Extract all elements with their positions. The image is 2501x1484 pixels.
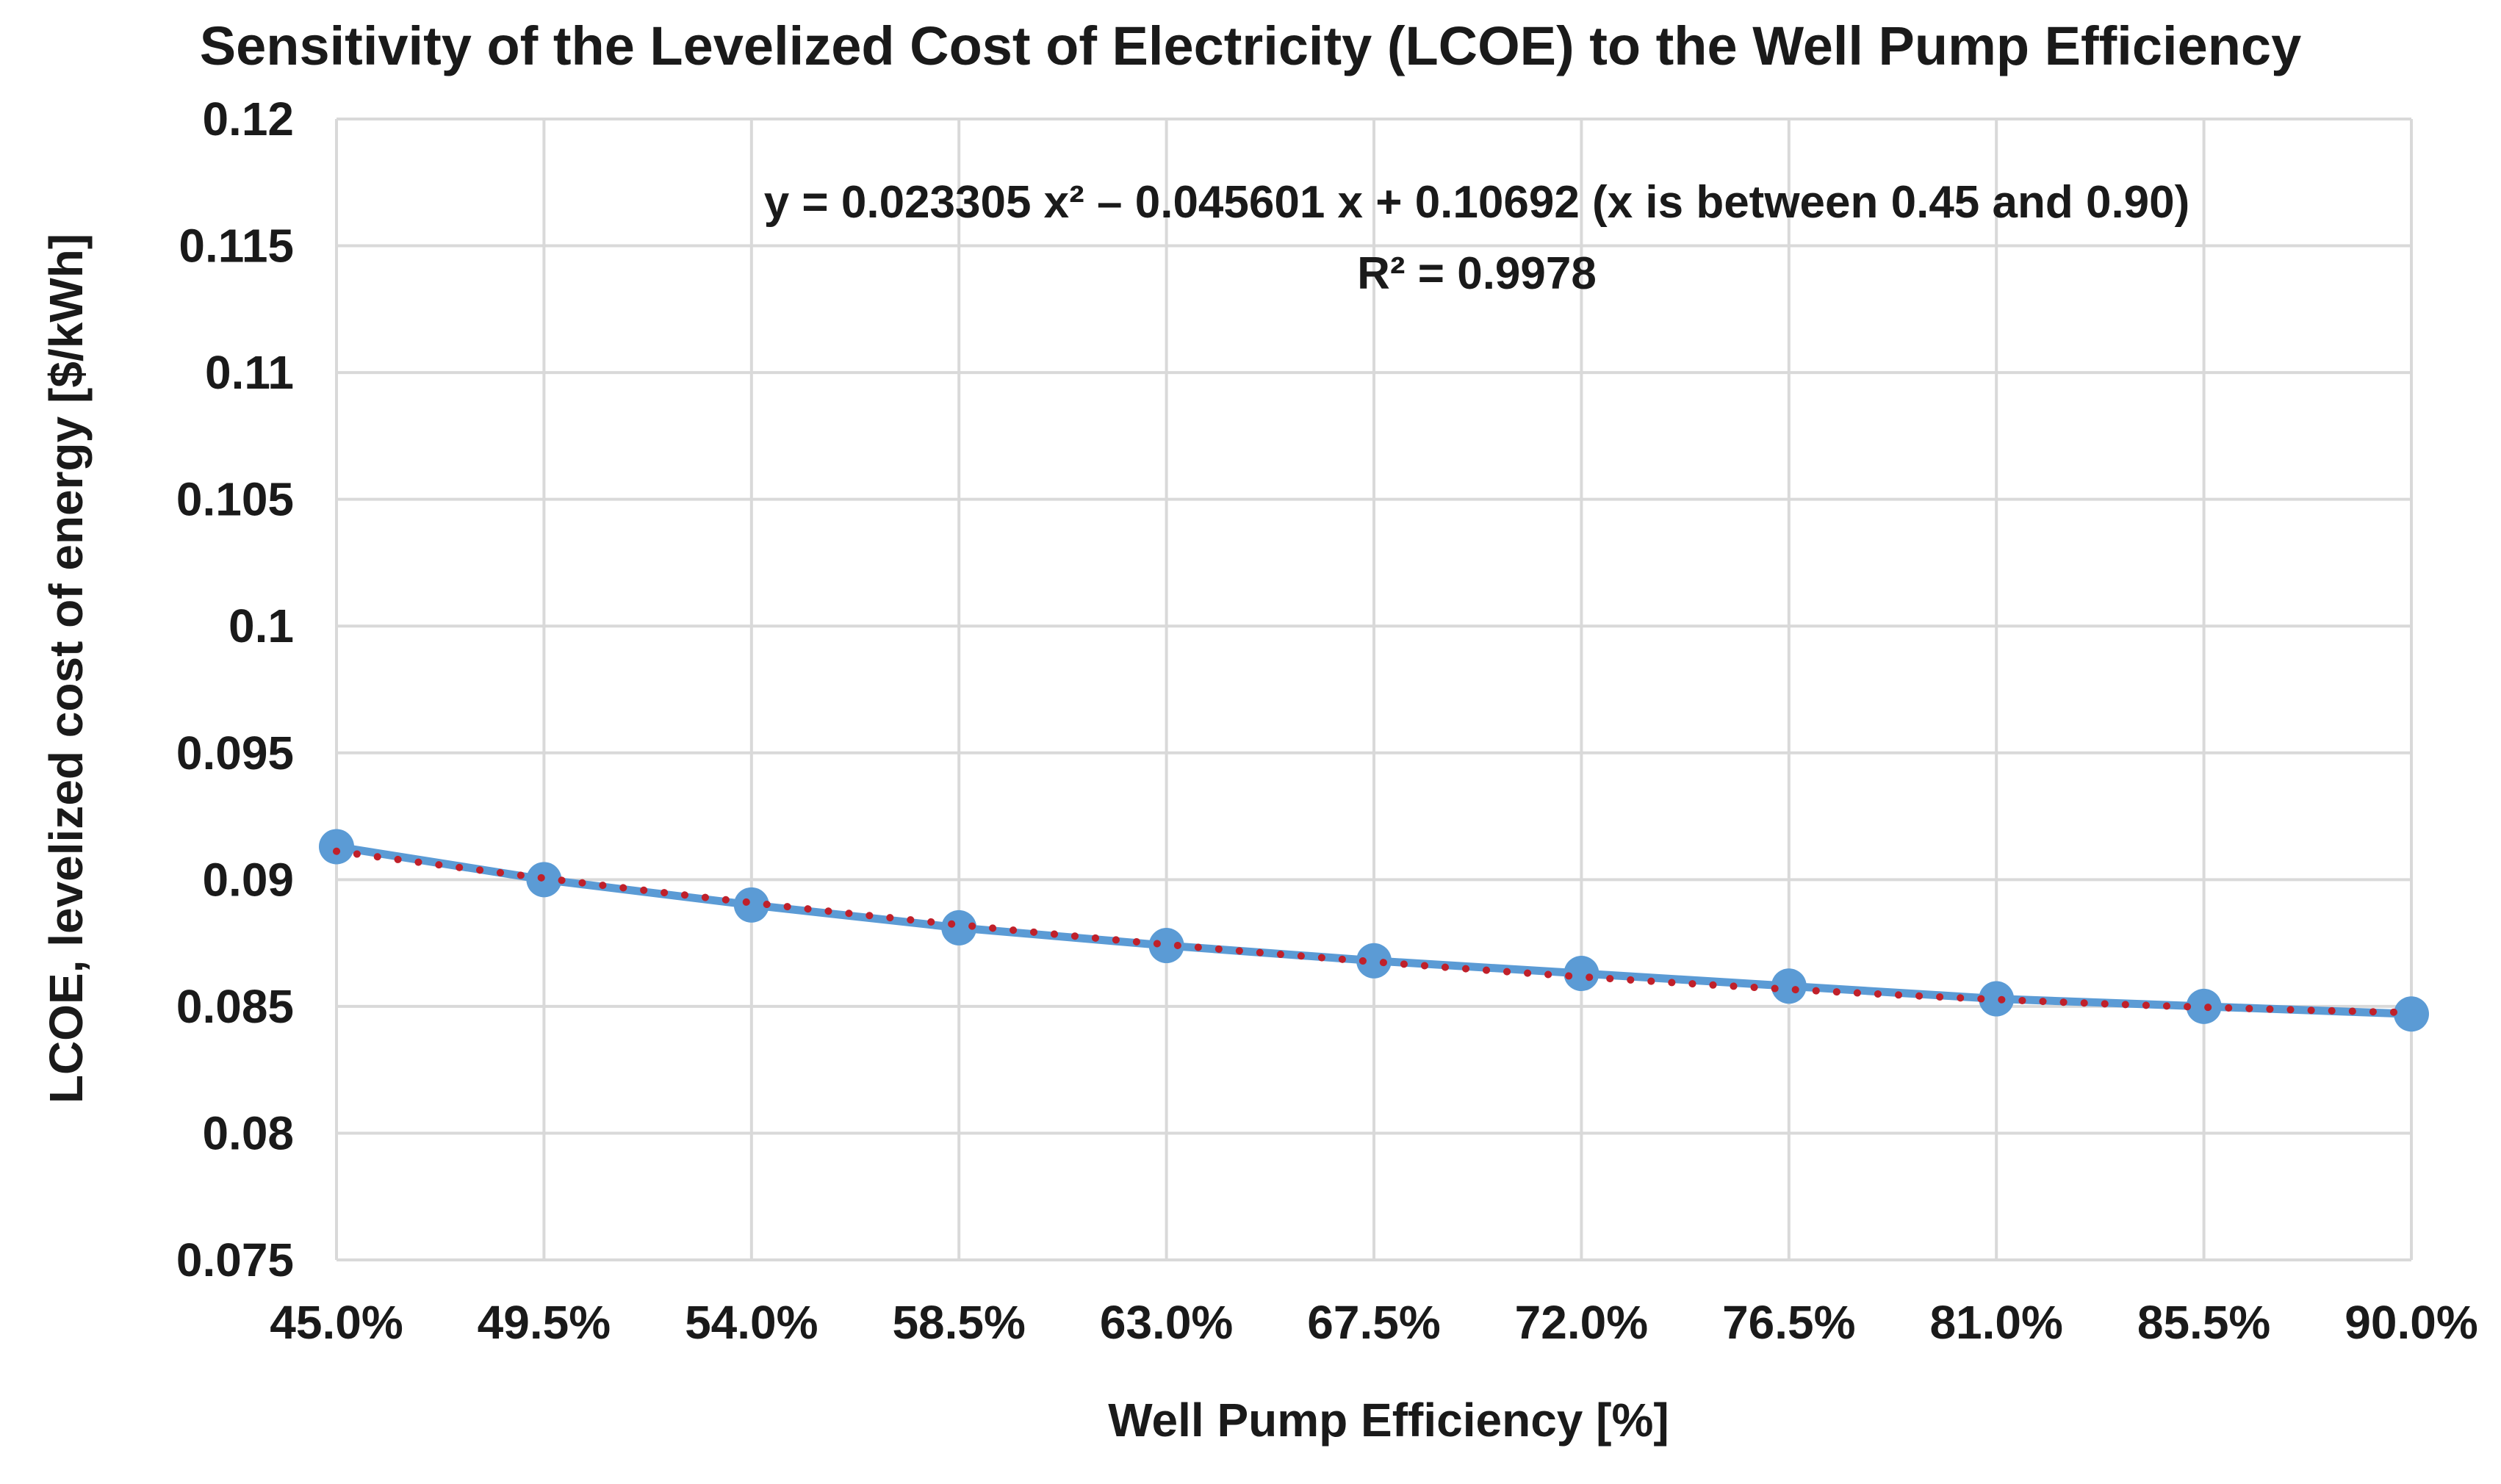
data-point (1563, 956, 1599, 992)
x-tick-label: 67.5% (1307, 1296, 1440, 1349)
data-point (2186, 988, 2222, 1024)
r-squared-label: R² = 0.9978 (1357, 248, 1597, 299)
y-tick-label: 0.095 (176, 727, 294, 779)
y-tick-label: 0.08 (202, 1106, 294, 1159)
y-tick-label: 0.115 (179, 220, 294, 273)
trendline-layer (333, 847, 2415, 1017)
y-tick-label: 0.075 (176, 1233, 294, 1286)
y-tick-label: 0.11 (205, 346, 294, 399)
x-tick-label: 81.0% (1929, 1296, 2062, 1349)
y-axis-label: LCOE, levelized cost of energy [$/kWh] (40, 234, 93, 1103)
data-point (2394, 996, 2429, 1032)
data-point (1771, 968, 1807, 1004)
data-point (733, 887, 769, 923)
x-tick-label: 58.5% (892, 1296, 1025, 1349)
x-tick-label: 76.5% (1722, 1296, 1855, 1349)
x-axis-label: Well Pump Efficiency [%] (1108, 1394, 1669, 1447)
trendline-equation: y = 0.023305 x² – 0.045601 x + 0.10692 (… (764, 177, 2190, 228)
x-tick-label: 72.0% (1515, 1296, 1648, 1349)
y-tick-label: 0.1 (228, 599, 294, 652)
data-point (1979, 981, 2015, 1017)
x-tick-label: 85.5% (2137, 1296, 2270, 1349)
data-point (1356, 943, 1392, 979)
data-point (1148, 928, 1184, 964)
y-tick-label: 0.105 (176, 473, 294, 526)
x-tick-label: 90.0% (2345, 1296, 2477, 1349)
data-point (941, 910, 977, 945)
y-tick-label: 0.085 (176, 980, 294, 1033)
chart-title: Sensitivity of the Levelized Cost of Ele… (200, 15, 2302, 76)
data-point (319, 829, 354, 865)
tick-labels: 0.075 0.08 0.085 0.09 0.095 0.1 0.105 0.11 0.115… (176, 93, 2478, 1349)
x-tick-label: 45.0% (270, 1296, 403, 1349)
trendline (333, 847, 2415, 1017)
y-tick-label: 0.09 (202, 853, 294, 906)
grid (335, 118, 2413, 1261)
x-tick-label: 54.0% (685, 1296, 818, 1349)
y-tick-label: 0.12 (202, 93, 294, 145)
x-tick-label: 49.5% (478, 1296, 611, 1349)
x-tick-label: 63.0% (1100, 1296, 1233, 1349)
